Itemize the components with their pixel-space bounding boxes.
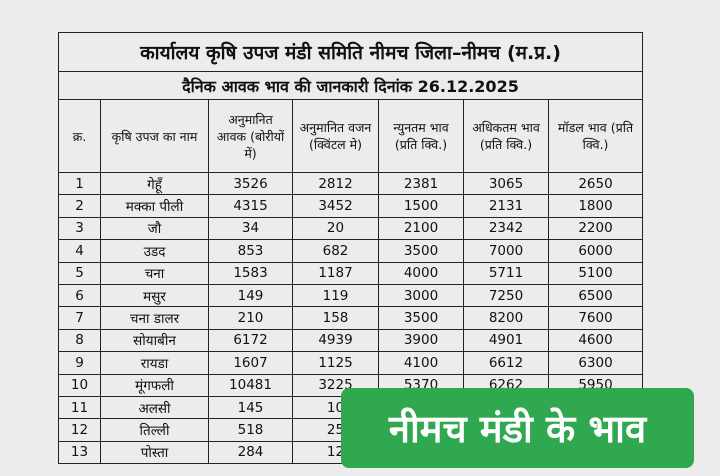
table-cell: 34: [208, 216, 293, 241]
table-cell: 4901: [463, 328, 549, 353]
table-row: 8 सोयाबीन 6172 4939 3900 4901 4600: [58, 328, 644, 353]
table-cell: 3900: [378, 328, 464, 353]
column-header: अधिकतम भाव (प्रति क्वि.): [463, 99, 549, 173]
table-row: 5 चना 1583 1187 4000 5711 5100: [58, 261, 644, 285]
table-cell: तिल्ली: [100, 418, 209, 442]
table-cell: 5100: [547, 261, 644, 285]
table-cell: 7: [58, 306, 101, 330]
table-row: 2 मक्का पीली 4315 3452 1500 2131 1800: [58, 194, 644, 218]
table-cell: 20: [292, 216, 379, 241]
column-header: अनुमानित आवक (बोरीयों में): [208, 99, 293, 173]
table-cell: अलसी: [100, 395, 209, 420]
table-row: 4 उडद 853 682 3500 7000 6000: [58, 239, 644, 263]
table-cell: 682: [292, 239, 379, 263]
column-header: मॉडल भाव (प्रति क्वि.): [547, 99, 644, 173]
table-cell: 2342: [463, 216, 549, 241]
table-cell: 6612: [463, 351, 549, 375]
column-header: न्युनतम भाव (प्रति क्वि.): [378, 99, 464, 173]
table-cell: चना डालर: [100, 306, 209, 330]
table-cell: 4939: [292, 328, 379, 353]
table-cell: 6500: [547, 283, 644, 308]
column-header: अनुमानित वजन (क्विंटल मे): [292, 99, 379, 173]
table-cell: 1800: [547, 194, 644, 218]
column-header: कृषि उपज का नाम: [100, 99, 209, 173]
table-cell: 1583: [208, 261, 293, 285]
table-cell: 6172: [208, 328, 293, 353]
table-cell: 6000: [547, 239, 644, 263]
table-cell: 5711: [463, 261, 549, 285]
table-row: 6 मसुर 149 119 3000 7250 6500: [58, 283, 644, 308]
table-cell: उडद: [100, 239, 209, 263]
table-cell: 2100: [378, 216, 464, 241]
table-cell: 145: [208, 395, 293, 420]
table-cell: 3000: [378, 283, 464, 308]
table-cell: 7600: [547, 306, 644, 330]
table-cell: 1500: [378, 194, 464, 218]
table-cell: 4100: [378, 351, 464, 375]
table-cell: 13: [58, 440, 101, 465]
table-cell: 6300: [547, 351, 644, 375]
table-cell: 12: [58, 418, 101, 442]
badge: नीमच मंडी के भाव: [341, 388, 694, 468]
table-cell: पोस्ता: [100, 440, 209, 465]
table-cell: 1187: [292, 261, 379, 285]
table-cell: 2200: [547, 216, 644, 241]
table-cell: 3065: [463, 171, 549, 196]
table-cell: 1: [58, 171, 101, 196]
table-cell: जौ: [100, 216, 209, 241]
table-cell: 158: [292, 306, 379, 330]
table-cell: 3500: [378, 239, 464, 263]
table-cell: गेहूँ: [100, 171, 209, 196]
table-cell: मूंगफली: [100, 373, 209, 397]
table-cell: 5: [58, 261, 101, 285]
table-cell: मसुर: [100, 283, 209, 308]
column-header: क्र.: [58, 99, 101, 173]
table-cell: 2650: [547, 171, 644, 196]
table-cell: 3500: [378, 306, 464, 330]
table-cell: रायडा: [100, 351, 209, 375]
table-row: 1 गेहूँ 3526 2812 2381 3065 2650: [58, 171, 644, 196]
table-cell: 119: [292, 283, 379, 308]
table-cell: 2: [58, 194, 101, 218]
table-cell: 284: [208, 440, 293, 465]
subtitle: दैनिक आवक भाव की जानकारी दिनांक 26.12.20…: [57, 71, 644, 100]
table-cell: 518: [208, 418, 293, 442]
table-cell: 1607: [208, 351, 293, 375]
table-cell: 4000: [378, 261, 464, 285]
table-cell: 3452: [292, 194, 379, 218]
table-cell: 3526: [208, 171, 293, 196]
table-cell: 10: [58, 373, 101, 397]
table-cell: 149: [208, 283, 293, 308]
table-cell: 8200: [463, 306, 549, 330]
table-cell: मक्का पीली: [100, 194, 209, 218]
table-cell: 6: [58, 283, 101, 308]
table-cell: 11: [58, 395, 101, 420]
table-cell: 1125: [292, 351, 379, 375]
table-row: 3 जौ 34 20 2100 2342 2200: [58, 216, 644, 241]
table-cell: 4: [58, 239, 101, 263]
table-row: 9 रायडा 1607 1125 4100 6612 6300: [58, 351, 644, 375]
table-cell: 9: [58, 351, 101, 375]
table-cell: चना: [100, 261, 209, 285]
table-cell: 2131: [463, 194, 549, 218]
table-cell: 7250: [463, 283, 549, 308]
title: कार्यालय कृषि उपज मंडी समिति नीमच जिला–न…: [57, 32, 644, 72]
table-cell: 853: [208, 239, 293, 263]
table-cell: 2381: [378, 171, 464, 196]
table-cell: 8: [58, 328, 101, 353]
table-cell: 4600: [547, 328, 644, 353]
table-cell: 2812: [292, 171, 379, 196]
table-cell: 7000: [463, 239, 549, 263]
table-cell: 210: [208, 306, 293, 330]
table-cell: 10481: [208, 373, 293, 397]
table-row: 7 चना डालर 210 158 3500 8200 7600: [58, 306, 644, 330]
table-cell: सोयाबीन: [100, 328, 209, 353]
table-cell: 3: [58, 216, 101, 241]
table-cell: 4315: [208, 194, 293, 218]
